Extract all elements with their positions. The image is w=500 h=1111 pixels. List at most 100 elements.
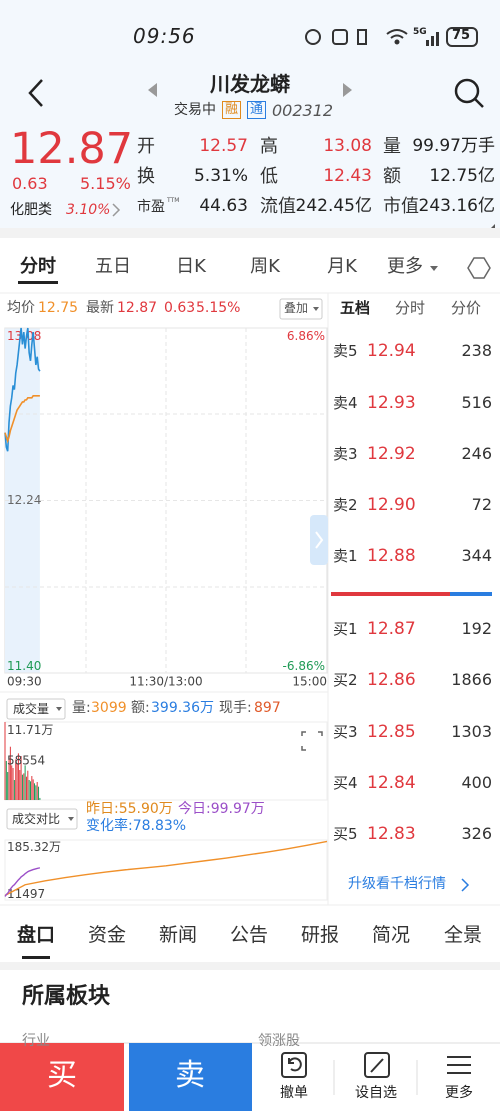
volume-bar [20, 756, 22, 800]
y-tick-label: 58554 [7, 753, 45, 767]
book-label: 卖1 [333, 547, 358, 565]
ratio-box[interactable] [6, 808, 78, 830]
tab[interactable]: 周K [250, 256, 280, 277]
trade-state: 交易中 [174, 102, 216, 118]
amount-value: 399.36万 [151, 700, 214, 716]
fullscreen-icon[interactable] [301, 731, 323, 751]
ratio-today: 今日:99.97万 [178, 801, 265, 817]
tab[interactable]: 分时 [20, 256, 56, 277]
book-label: 买1 [333, 620, 358, 638]
side-tab[interactable]: 五档 [339, 299, 371, 317]
stat-value: 99.97万手 [412, 136, 495, 156]
stat-value: 5.31% [193, 166, 248, 186]
last-label: 最新 [86, 300, 114, 316]
back-button[interactable] [28, 79, 43, 107]
book-volume: 1866 [451, 670, 492, 689]
section-col: 领涨股 [258, 1033, 300, 1049]
book-volume: 1303 [451, 722, 492, 741]
volume-bar [21, 774, 23, 800]
volume-bar [34, 783, 36, 800]
volume-bar [39, 797, 41, 800]
tab[interactable]: 月K [327, 256, 357, 277]
tag: 融 [222, 101, 242, 119]
stat-label: 流值 [260, 196, 296, 217]
book-label: 买2 [333, 671, 358, 689]
footer-action[interactable]: 设自选 [355, 1085, 397, 1101]
panel-handle[interactable] [310, 515, 328, 565]
footer-action[interactable]: 撤单 [280, 1085, 308, 1101]
tab[interactable]: 五日 [95, 256, 131, 277]
stat-value: 242.45亿 [295, 196, 372, 216]
volume-bar [29, 781, 31, 800]
book-label: 买3 [333, 723, 358, 741]
stat-label: 市盈 [137, 199, 165, 215]
last-change: 0.63 [164, 300, 196, 316]
info-tab[interactable]: 全景 [443, 924, 483, 946]
book-price: 12.85 [367, 722, 416, 742]
settings-icon[interactable] [467, 257, 491, 279]
side-tab[interactable]: 分价 [450, 299, 482, 317]
info-tab[interactable]: 资金 [87, 924, 127, 946]
sell-button[interactable] [129, 1043, 252, 1111]
info-tab[interactable]: 研报 [300, 924, 340, 946]
book-volume: 400 [461, 773, 492, 792]
volume-bar [4, 722, 6, 800]
book-label: 卖3 [333, 445, 358, 463]
book-volume: 192 [461, 619, 492, 638]
book-volume: 326 [461, 824, 492, 843]
sell-label[interactable]: 卖 [175, 1058, 205, 1093]
network: 5G [413, 27, 427, 37]
book-price: 12.93 [367, 393, 416, 413]
avg-label: 均价 [7, 300, 35, 316]
stat-label: 额 [383, 166, 401, 187]
info-tab[interactable]: 新闻 [158, 924, 198, 946]
section-title: 所属板块 [22, 984, 111, 1009]
buy-label[interactable]: 买 [47, 1058, 77, 1093]
stat-value: 13.08 [323, 136, 372, 156]
ratio-title[interactable]: 成交对比 [12, 812, 61, 826]
book-price: 12.88 [367, 546, 416, 566]
y2-tick-label: -6.86% [283, 659, 325, 673]
upgrade-link[interactable]: 升级看千档行情 [348, 876, 446, 892]
stat-label: 市值 [383, 196, 419, 217]
volume-bar [11, 765, 13, 800]
y-tick-label: 11.71万 [7, 723, 53, 737]
volume-bar [28, 780, 30, 800]
ratio-frame [4, 839, 328, 901]
volume-bar [25, 776, 27, 800]
stat-value: 12.57 [199, 136, 248, 156]
buy-button[interactable] [0, 1043, 124, 1111]
info-tab[interactable]: 盘口 [16, 924, 56, 946]
search-button[interactable] [454, 78, 484, 108]
footer-action[interactable]: 更多 [445, 1085, 473, 1101]
dropdown-arrow [430, 266, 438, 271]
info-tab[interactable]: 公告 [229, 924, 269, 946]
side-tab[interactable]: 分时 [394, 299, 426, 317]
price: 12.87 [10, 124, 134, 174]
tab[interactable]: 更多 [387, 256, 423, 277]
volume-title[interactable]: 成交量 [13, 702, 50, 716]
tab[interactable]: 日K [176, 256, 206, 277]
volume-bar [24, 765, 26, 800]
sector[interactable]: 化肥类 [10, 202, 52, 218]
vol-label: 量: [72, 700, 91, 716]
info-tab[interactable]: 简况 [371, 924, 411, 946]
overlay-box[interactable] [279, 298, 323, 320]
next-stock[interactable] [343, 83, 352, 97]
book-volume: 72 [471, 495, 492, 514]
layout-grid [5, 328, 327, 673]
prev-stock[interactable] [148, 83, 157, 97]
y-tick-label: 11.40 [7, 659, 41, 673]
volume-bar [9, 746, 11, 800]
y-tick-label: 11497 [7, 887, 45, 901]
hand-label: 现手: [219, 700, 252, 716]
book-volume: 238 [461, 341, 492, 360]
stat-label: 开 [137, 136, 155, 157]
overlay-label[interactable]: 叠加 [284, 301, 309, 315]
change: 0.63 [12, 174, 48, 193]
upgrade-arrow [461, 878, 470, 892]
volume-bar [38, 786, 40, 800]
signal-bars [426, 32, 439, 46]
volume-box[interactable] [6, 698, 66, 720]
